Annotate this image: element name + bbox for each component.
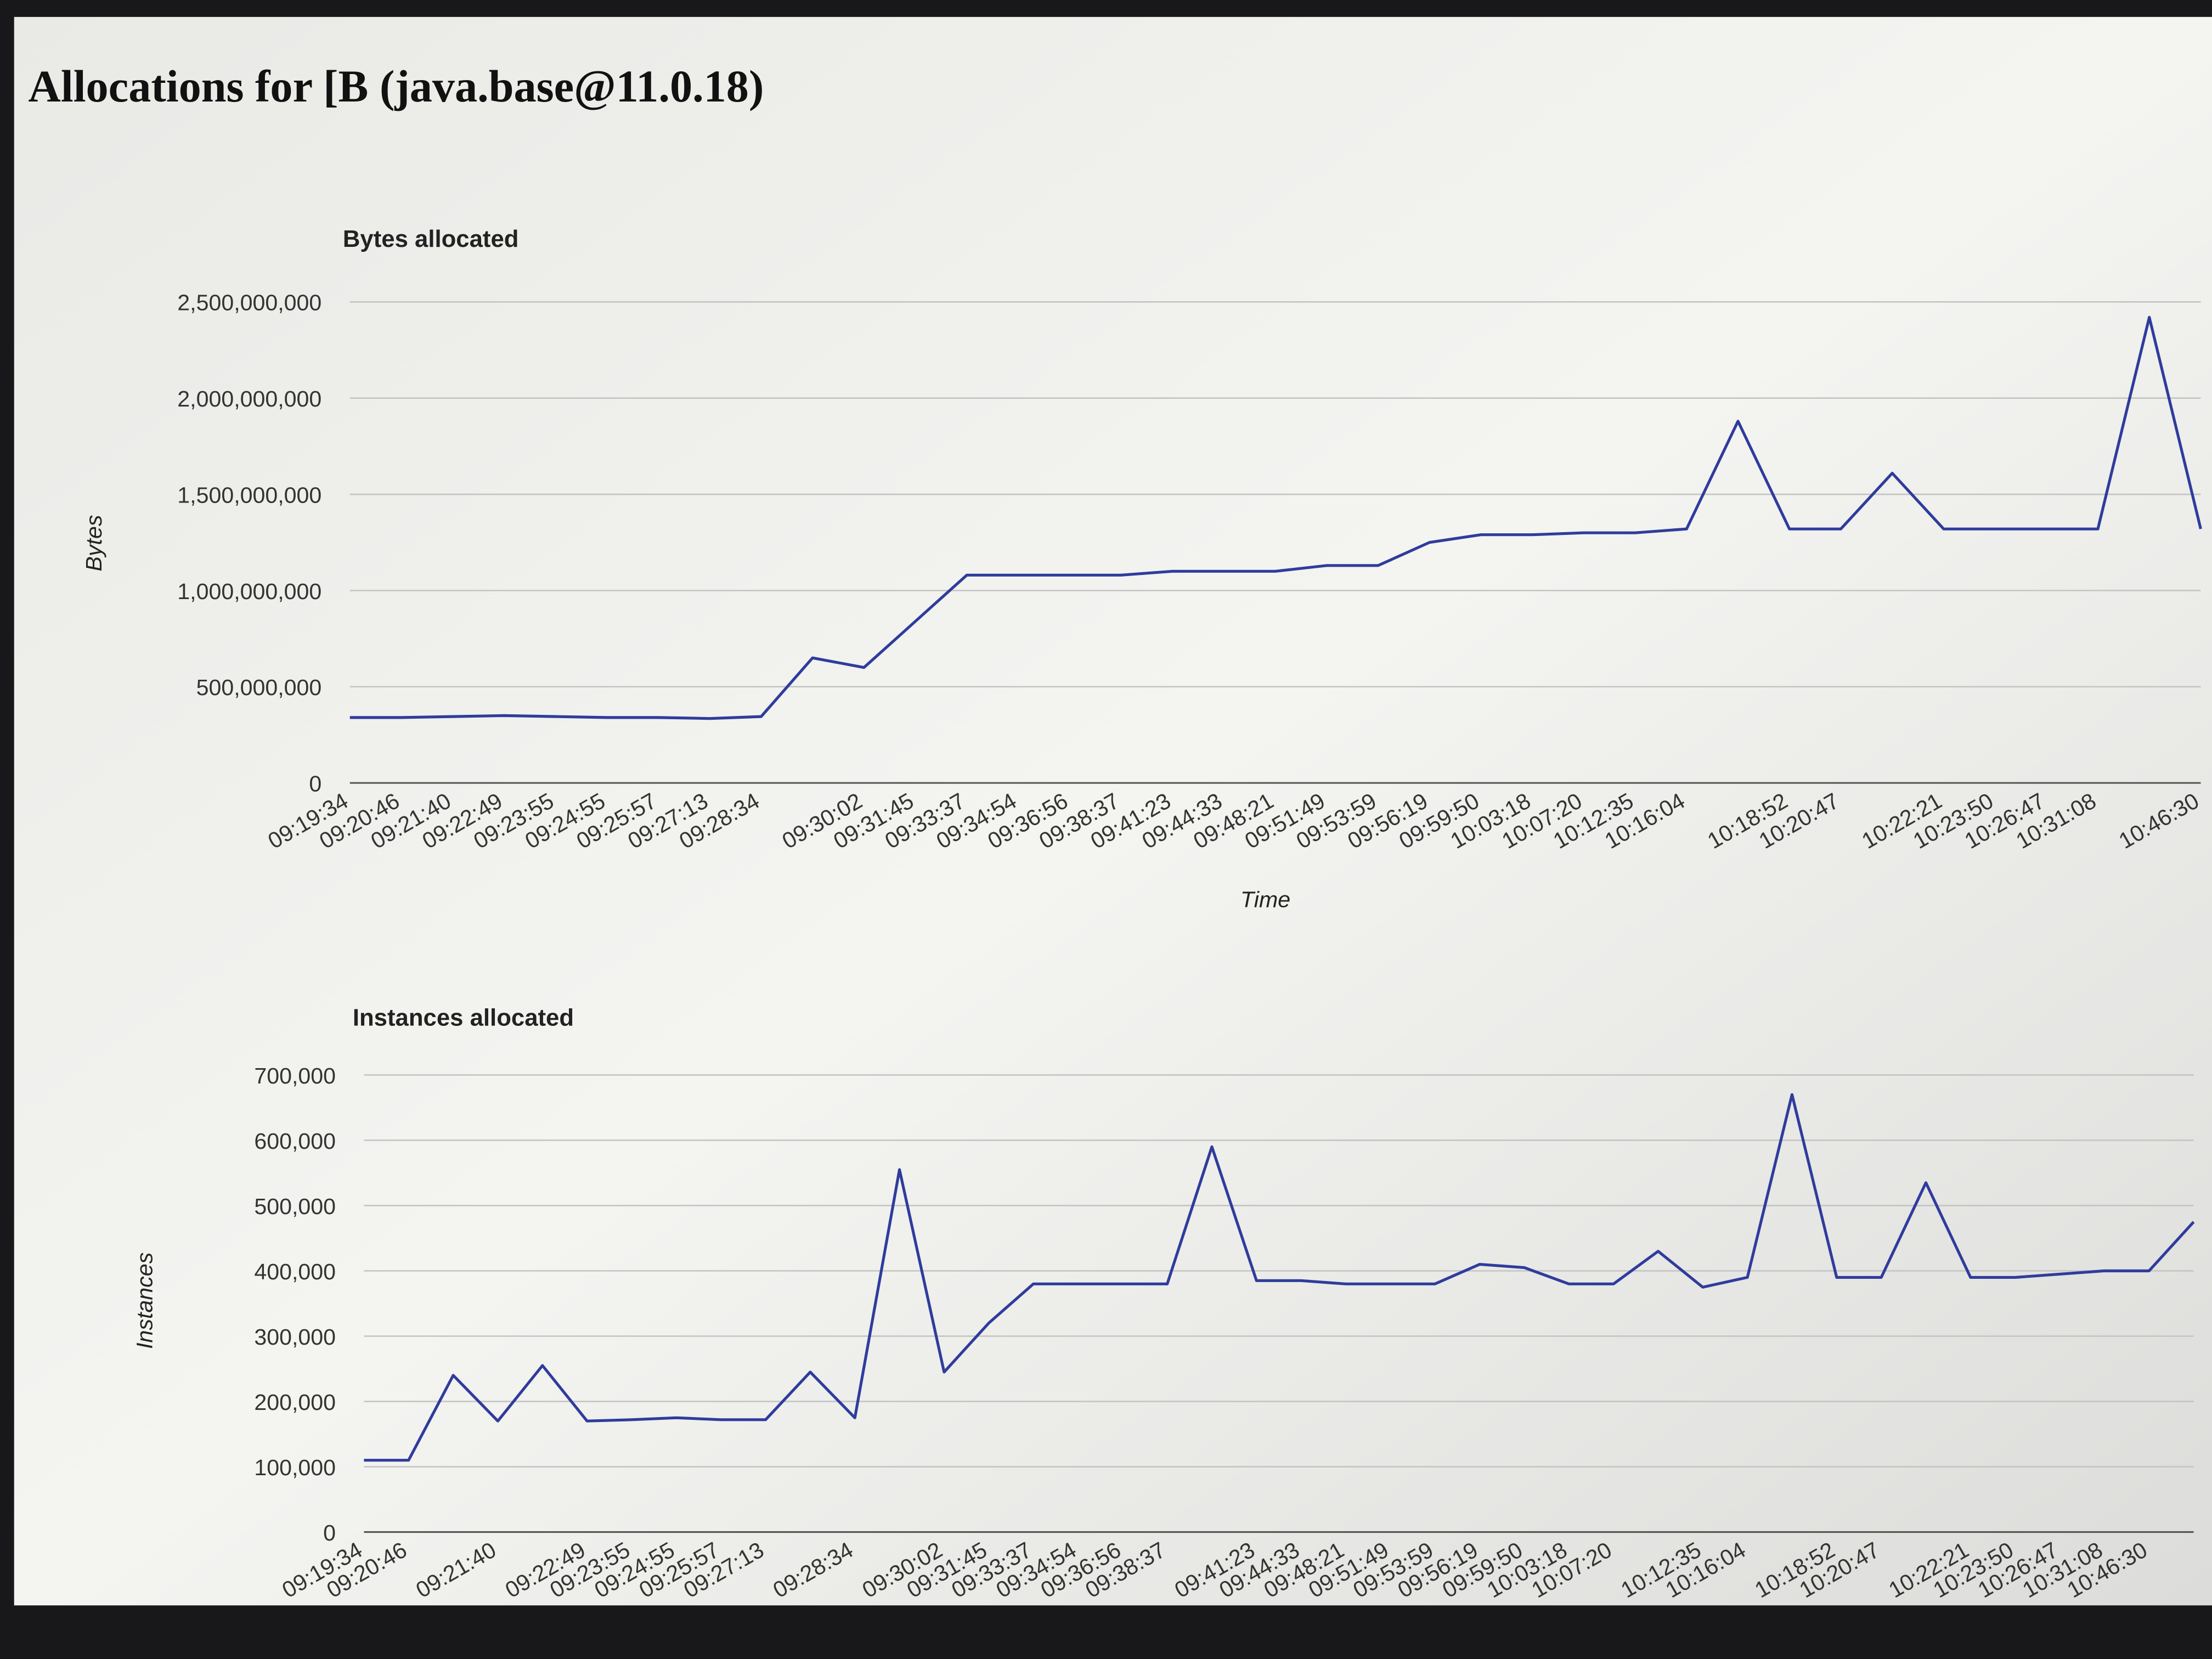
y-tick-label: 0 — [323, 1520, 336, 1545]
data-line — [364, 1093, 2195, 1462]
y-tick-label: 1,500,000,000 — [177, 482, 321, 507]
y-axis-title: Bytes — [81, 515, 106, 572]
chart-title: Instances allocated — [353, 1004, 574, 1031]
y-axis-title: Instances — [132, 1252, 157, 1349]
y-tick-label: 500,000 — [254, 1194, 336, 1219]
y-tick-label: 300,000 — [254, 1324, 336, 1350]
y-tick-label: 200,000 — [254, 1390, 336, 1415]
y-tick-label: 500,000,000 — [196, 675, 322, 700]
y-tick-label: 1,000,000,000 — [177, 579, 321, 604]
y-tick-label: 100,000 — [254, 1455, 336, 1480]
chart-title: Bytes allocated — [343, 225, 519, 252]
page-title: Allocations for [B (java.base@11.0.18) — [28, 61, 764, 111]
data-line — [349, 315, 2202, 720]
y-tick-label: 400,000 — [254, 1259, 336, 1284]
y-tick-label: 2,500,000,000 — [177, 290, 321, 315]
screen — [14, 16, 2212, 1606]
y-tick-label: 600,000 — [254, 1128, 336, 1154]
y-tick-label: 700,000 — [254, 1063, 336, 1088]
y-tick-label: 2,000,000,000 — [177, 386, 321, 411]
x-axis-title: Time — [1240, 887, 1290, 912]
y-tick-label: 0 — [309, 771, 321, 797]
